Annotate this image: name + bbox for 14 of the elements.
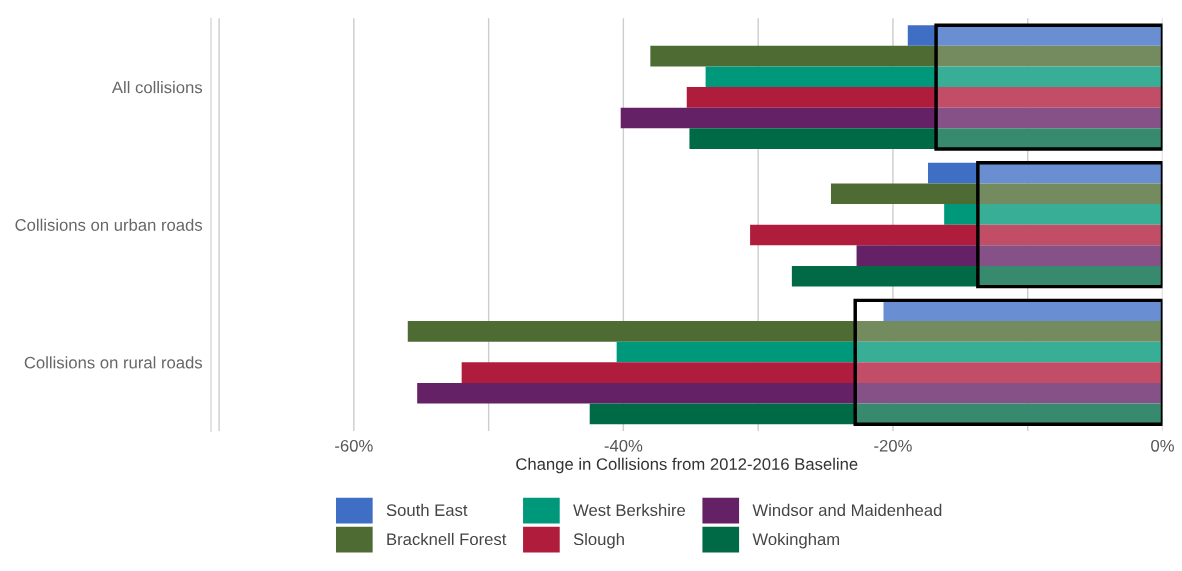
y-tick-label: All collisions [111, 81, 203, 94]
legend-label: Slough [573, 532, 624, 549]
x-tick-label: 0% [1151, 439, 1174, 452]
legend-label: Bracknell Forest [387, 532, 507, 546]
x-tick-label: -20% [874, 439, 912, 452]
x-tick-label: -40% [604, 439, 643, 452]
y-tick-label: Collisions on rural roads [24, 356, 203, 369]
legend-label: West Berkshire [573, 503, 686, 517]
y-tick-label: Collisions on urban roads [15, 218, 203, 231]
x-axis-title: Change in Collisions from 2012-2016 Baseline [516, 457, 858, 474]
x-tick-label: -60% [335, 439, 373, 452]
legend-label: South East [386, 503, 468, 517]
legend-label: Wokingham [752, 532, 840, 549]
legend-label: Windsor and Maidenhead [752, 503, 942, 517]
